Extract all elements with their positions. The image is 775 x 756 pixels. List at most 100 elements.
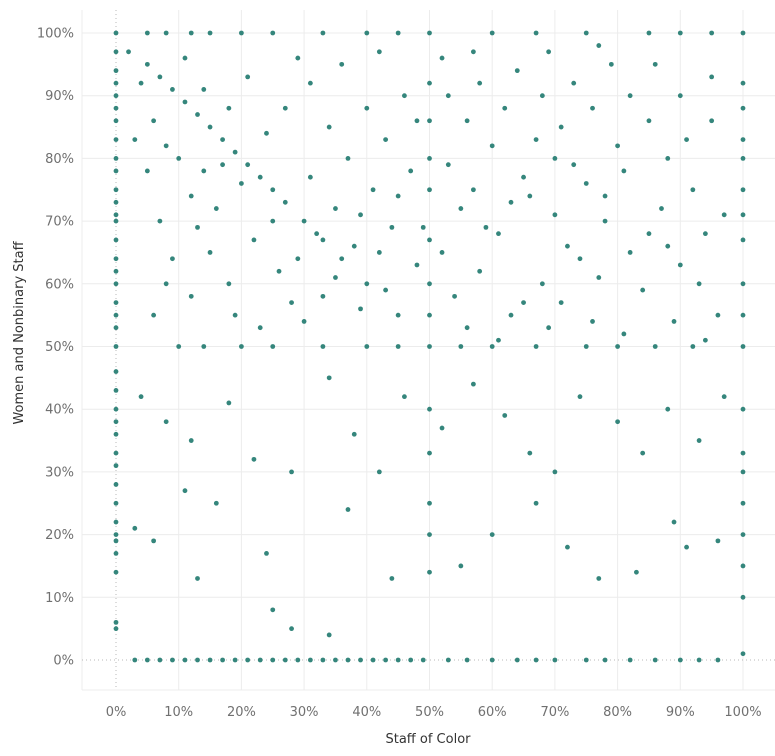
data-point xyxy=(709,30,715,36)
data-point xyxy=(320,344,326,349)
data-point xyxy=(596,275,602,280)
data-point xyxy=(144,168,150,174)
data-point xyxy=(427,569,432,575)
data-point xyxy=(163,143,169,149)
data-point xyxy=(577,394,583,400)
data-point xyxy=(521,174,526,180)
data-point xyxy=(113,626,119,632)
data-point xyxy=(427,500,432,506)
data-point xyxy=(163,281,169,287)
data-point xyxy=(571,162,577,168)
data-point xyxy=(339,61,345,67)
data-point xyxy=(163,419,169,425)
data-point xyxy=(113,93,119,99)
data-point xyxy=(470,49,476,55)
data-point xyxy=(427,187,432,193)
data-point xyxy=(483,224,489,230)
data-point xyxy=(627,657,633,663)
data-point xyxy=(383,137,389,142)
data-point xyxy=(709,74,715,80)
data-point xyxy=(113,187,119,193)
data-point xyxy=(652,344,658,349)
data-point xyxy=(690,187,696,193)
data-point xyxy=(364,281,370,287)
data-point xyxy=(351,243,357,249)
y-tick-label: 100% xyxy=(37,27,74,42)
data-point xyxy=(113,406,119,412)
data-point xyxy=(552,469,558,475)
y-tick-label: 50% xyxy=(45,340,74,355)
data-point xyxy=(565,544,570,550)
data-point xyxy=(188,293,194,299)
data-point xyxy=(358,657,363,663)
data-point xyxy=(301,319,307,324)
data-point xyxy=(414,118,420,124)
data-point xyxy=(740,80,746,86)
data-point xyxy=(245,162,251,168)
data-point xyxy=(220,657,225,663)
data-point xyxy=(634,569,639,575)
data-point xyxy=(671,519,677,525)
data-point xyxy=(289,300,294,306)
data-point xyxy=(113,569,119,575)
data-point xyxy=(113,218,119,224)
data-point xyxy=(239,344,244,349)
data-point xyxy=(740,344,746,349)
data-point xyxy=(671,319,677,324)
data-point xyxy=(264,551,269,556)
data-point xyxy=(113,431,119,437)
data-point xyxy=(113,237,119,243)
data-point xyxy=(113,387,119,393)
data-point xyxy=(652,657,658,663)
data-point xyxy=(113,137,119,142)
data-point xyxy=(721,212,727,218)
data-point xyxy=(370,657,376,663)
data-point xyxy=(358,306,363,312)
data-point xyxy=(427,312,432,318)
data-point xyxy=(427,80,432,86)
data-point xyxy=(301,218,307,224)
data-point xyxy=(113,482,119,487)
data-point xyxy=(402,93,407,99)
data-point xyxy=(458,344,464,349)
data-point xyxy=(207,30,213,36)
data-point xyxy=(445,93,451,99)
data-point xyxy=(427,30,432,36)
data-point xyxy=(188,438,194,443)
data-point xyxy=(615,143,620,149)
data-point xyxy=(640,450,646,456)
x-tick-label: 20% xyxy=(227,705,256,720)
data-point xyxy=(270,657,276,663)
data-point xyxy=(270,344,276,349)
data-point xyxy=(665,406,671,412)
data-point xyxy=(226,281,232,287)
data-point xyxy=(226,400,232,406)
x-tick-label: 70% xyxy=(540,705,569,720)
y-tick-label: 10% xyxy=(45,591,74,606)
data-point xyxy=(232,657,238,663)
data-point xyxy=(427,450,432,456)
data-point xyxy=(320,657,326,663)
data-point xyxy=(740,281,746,287)
data-point xyxy=(558,124,564,130)
data-point xyxy=(408,168,414,174)
data-point xyxy=(615,419,620,425)
x-tick-label: 40% xyxy=(352,705,381,720)
x-tick-label: 50% xyxy=(415,705,444,720)
data-point xyxy=(364,105,370,111)
data-point xyxy=(389,576,395,581)
data-point xyxy=(427,281,432,287)
data-point xyxy=(427,532,432,537)
y-axis-ticks: 0% 10% 20% 30% 40% 50% 60% 70% 80% 90% 100% xyxy=(37,27,74,669)
data-point xyxy=(113,463,119,469)
data-point xyxy=(740,237,746,243)
data-point xyxy=(640,287,646,293)
data-point xyxy=(709,118,715,124)
data-point xyxy=(665,243,671,249)
data-point xyxy=(702,337,708,343)
data-point xyxy=(565,243,570,249)
data-point xyxy=(345,507,351,512)
data-point xyxy=(414,262,420,268)
data-point xyxy=(195,112,200,117)
data-point xyxy=(170,87,175,92)
